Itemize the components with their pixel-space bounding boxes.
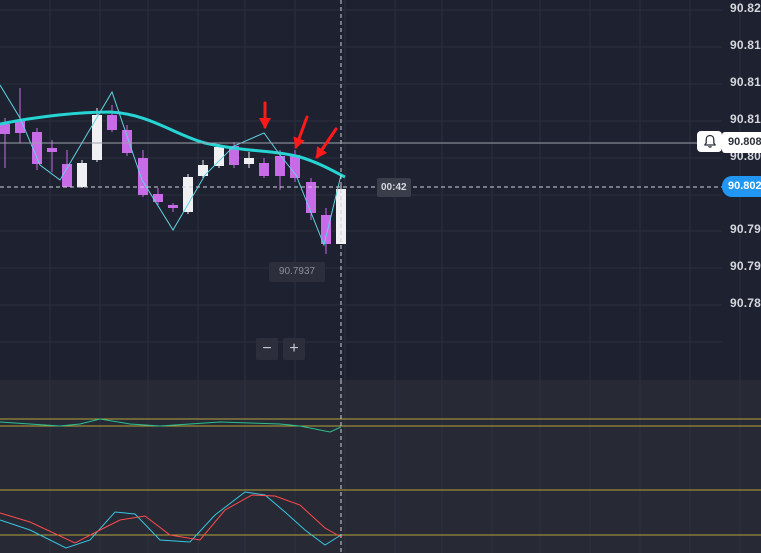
price-axis-label: 90.81 [729,38,761,52]
bullish-candle [214,147,224,166]
candle-countdown-badge: 00:42 [377,178,411,197]
current-price-label: 90.802 [722,176,761,197]
bearish-candle [168,205,178,208]
bearish-candle [62,164,72,187]
bullish-candle [198,165,208,176]
bullish-candle [77,163,87,187]
price-axis-label: 90.81 [729,112,761,126]
bearish-candle [290,155,300,178]
bearish-candle [32,132,42,164]
oscillator-chart[interactable] [0,380,761,553]
bearish-candle [47,148,57,152]
bearish-candle [122,130,132,153]
bearish-candle [15,120,25,133]
bearish-candle [0,124,10,134]
main-chart-area[interactable] [0,0,761,380]
bearish-candle [306,182,316,213]
candlestick-chart[interactable] [0,0,761,380]
arrow-head [259,118,271,129]
bearish-candle [153,194,163,202]
stochastic-d-line [0,494,342,544]
add-alert-button[interactable] [697,131,722,152]
bearish-candle [259,163,269,176]
oscillator-line [0,418,342,433]
price-axis-label: 90.79 [729,222,761,236]
zigzag-line [0,84,342,247]
hover-price-label: 90.808 [722,132,761,153]
price-axis-label: 90.78 [729,296,761,310]
bullish-candle [244,158,254,164]
bearish-candle [321,215,331,244]
bullish-candle [92,115,102,160]
moving-average-line [0,110,346,179]
indicator-panel[interactable] [0,380,761,553]
down-arrow-annotation [259,101,271,129]
arrow-head [293,136,305,149]
stochastic-k-line [0,491,342,549]
arrow-head [315,146,328,159]
low-price-marker: 90.7937 [269,262,325,282]
bullish-candle [183,177,193,212]
price-axis-label: 90.81 [729,75,761,89]
bell-icon [703,134,716,148]
price-axis-label: 90.79 [729,259,761,273]
zoom-out-button[interactable]: − [256,338,278,360]
bearish-candle [107,115,117,130]
bearish-candle [229,146,239,165]
down-arrow-annotation [293,115,309,149]
price-axis-label: 90.82 [729,1,761,15]
zoom-in-button[interactable]: + [283,338,305,360]
bearish-candle [138,158,148,195]
down-arrow-annotation [315,127,338,159]
bullish-candle [336,189,346,244]
bearish-candle [275,156,285,176]
